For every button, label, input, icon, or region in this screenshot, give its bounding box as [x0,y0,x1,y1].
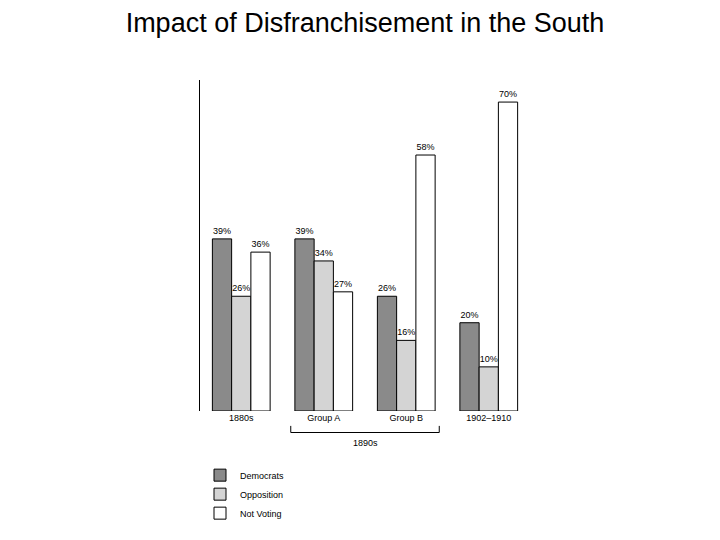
svg-text:Group B: Group B [389,413,423,423]
svg-text:39%: 39% [295,226,313,236]
svg-text:26%: 26% [378,283,396,293]
svg-text:27%: 27% [334,279,352,289]
svg-text:Democrats: Democrats [240,471,284,481]
svg-text:58%: 58% [416,142,434,152]
svg-text:36%: 36% [251,239,269,249]
svg-text:1890s: 1890s [353,438,378,448]
svg-text:39%: 39% [213,226,231,236]
svg-text:Not Voting: Not Voting [240,509,282,519]
svg-text:Group A: Group A [307,413,340,423]
svg-text:16%: 16% [397,327,415,337]
svg-text:70%: 70% [499,89,517,99]
svg-text:1880s: 1880s [229,413,254,423]
svg-text:34%: 34% [315,248,333,258]
svg-text:10%: 10% [480,354,498,364]
svg-text:20%: 20% [460,310,478,320]
svg-text:Impact of Disfranchisement in: Impact of Disfranchisement in the South [126,8,605,38]
svg-text:Opposition: Opposition [240,490,283,500]
svg-text:26%: 26% [232,283,250,293]
svg-text:1902–1910: 1902–1910 [466,413,511,423]
